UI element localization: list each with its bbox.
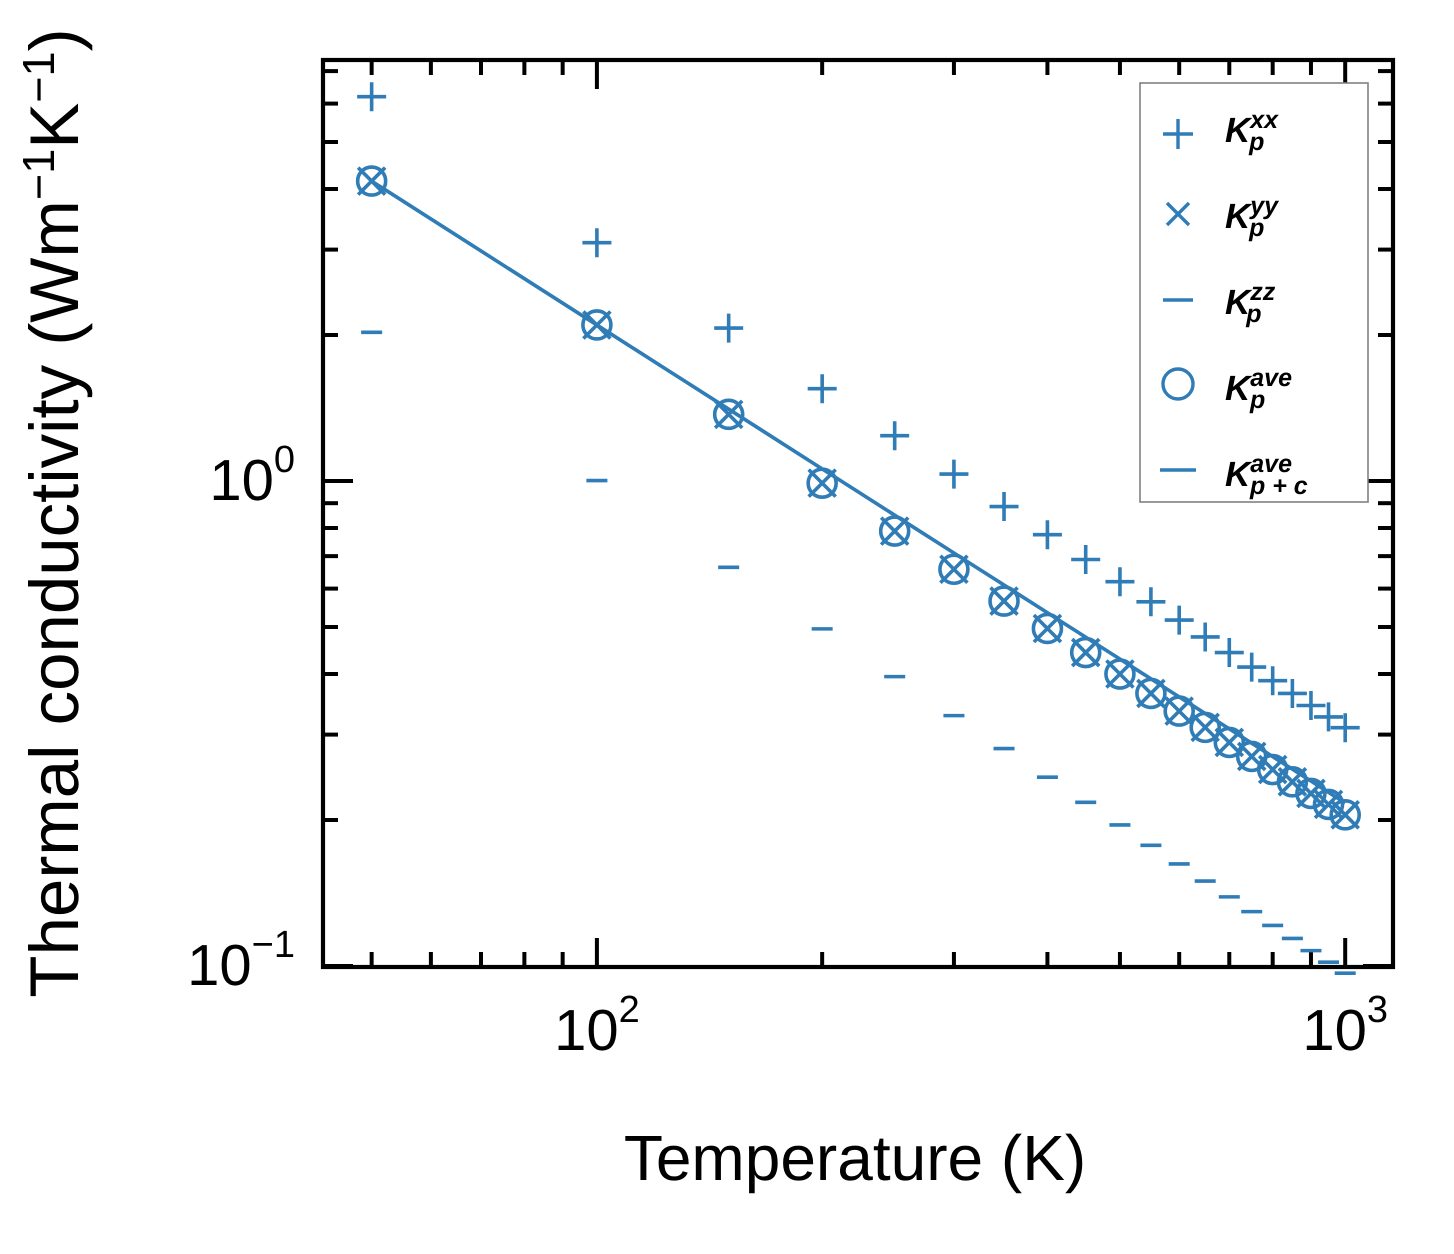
svg-text:103: 103 (1302, 989, 1388, 1063)
svg-text:100: 100 (209, 439, 295, 513)
svg-text:10−1: 10−1 (187, 924, 295, 998)
svg-text:102: 102 (554, 989, 640, 1063)
svg-text:Temperature (K): Temperature (K) (624, 1122, 1086, 1194)
svg-text:Thermal conductivity (Wm−1K−1): Thermal conductivity (Wm−1K−1) (13, 28, 93, 997)
